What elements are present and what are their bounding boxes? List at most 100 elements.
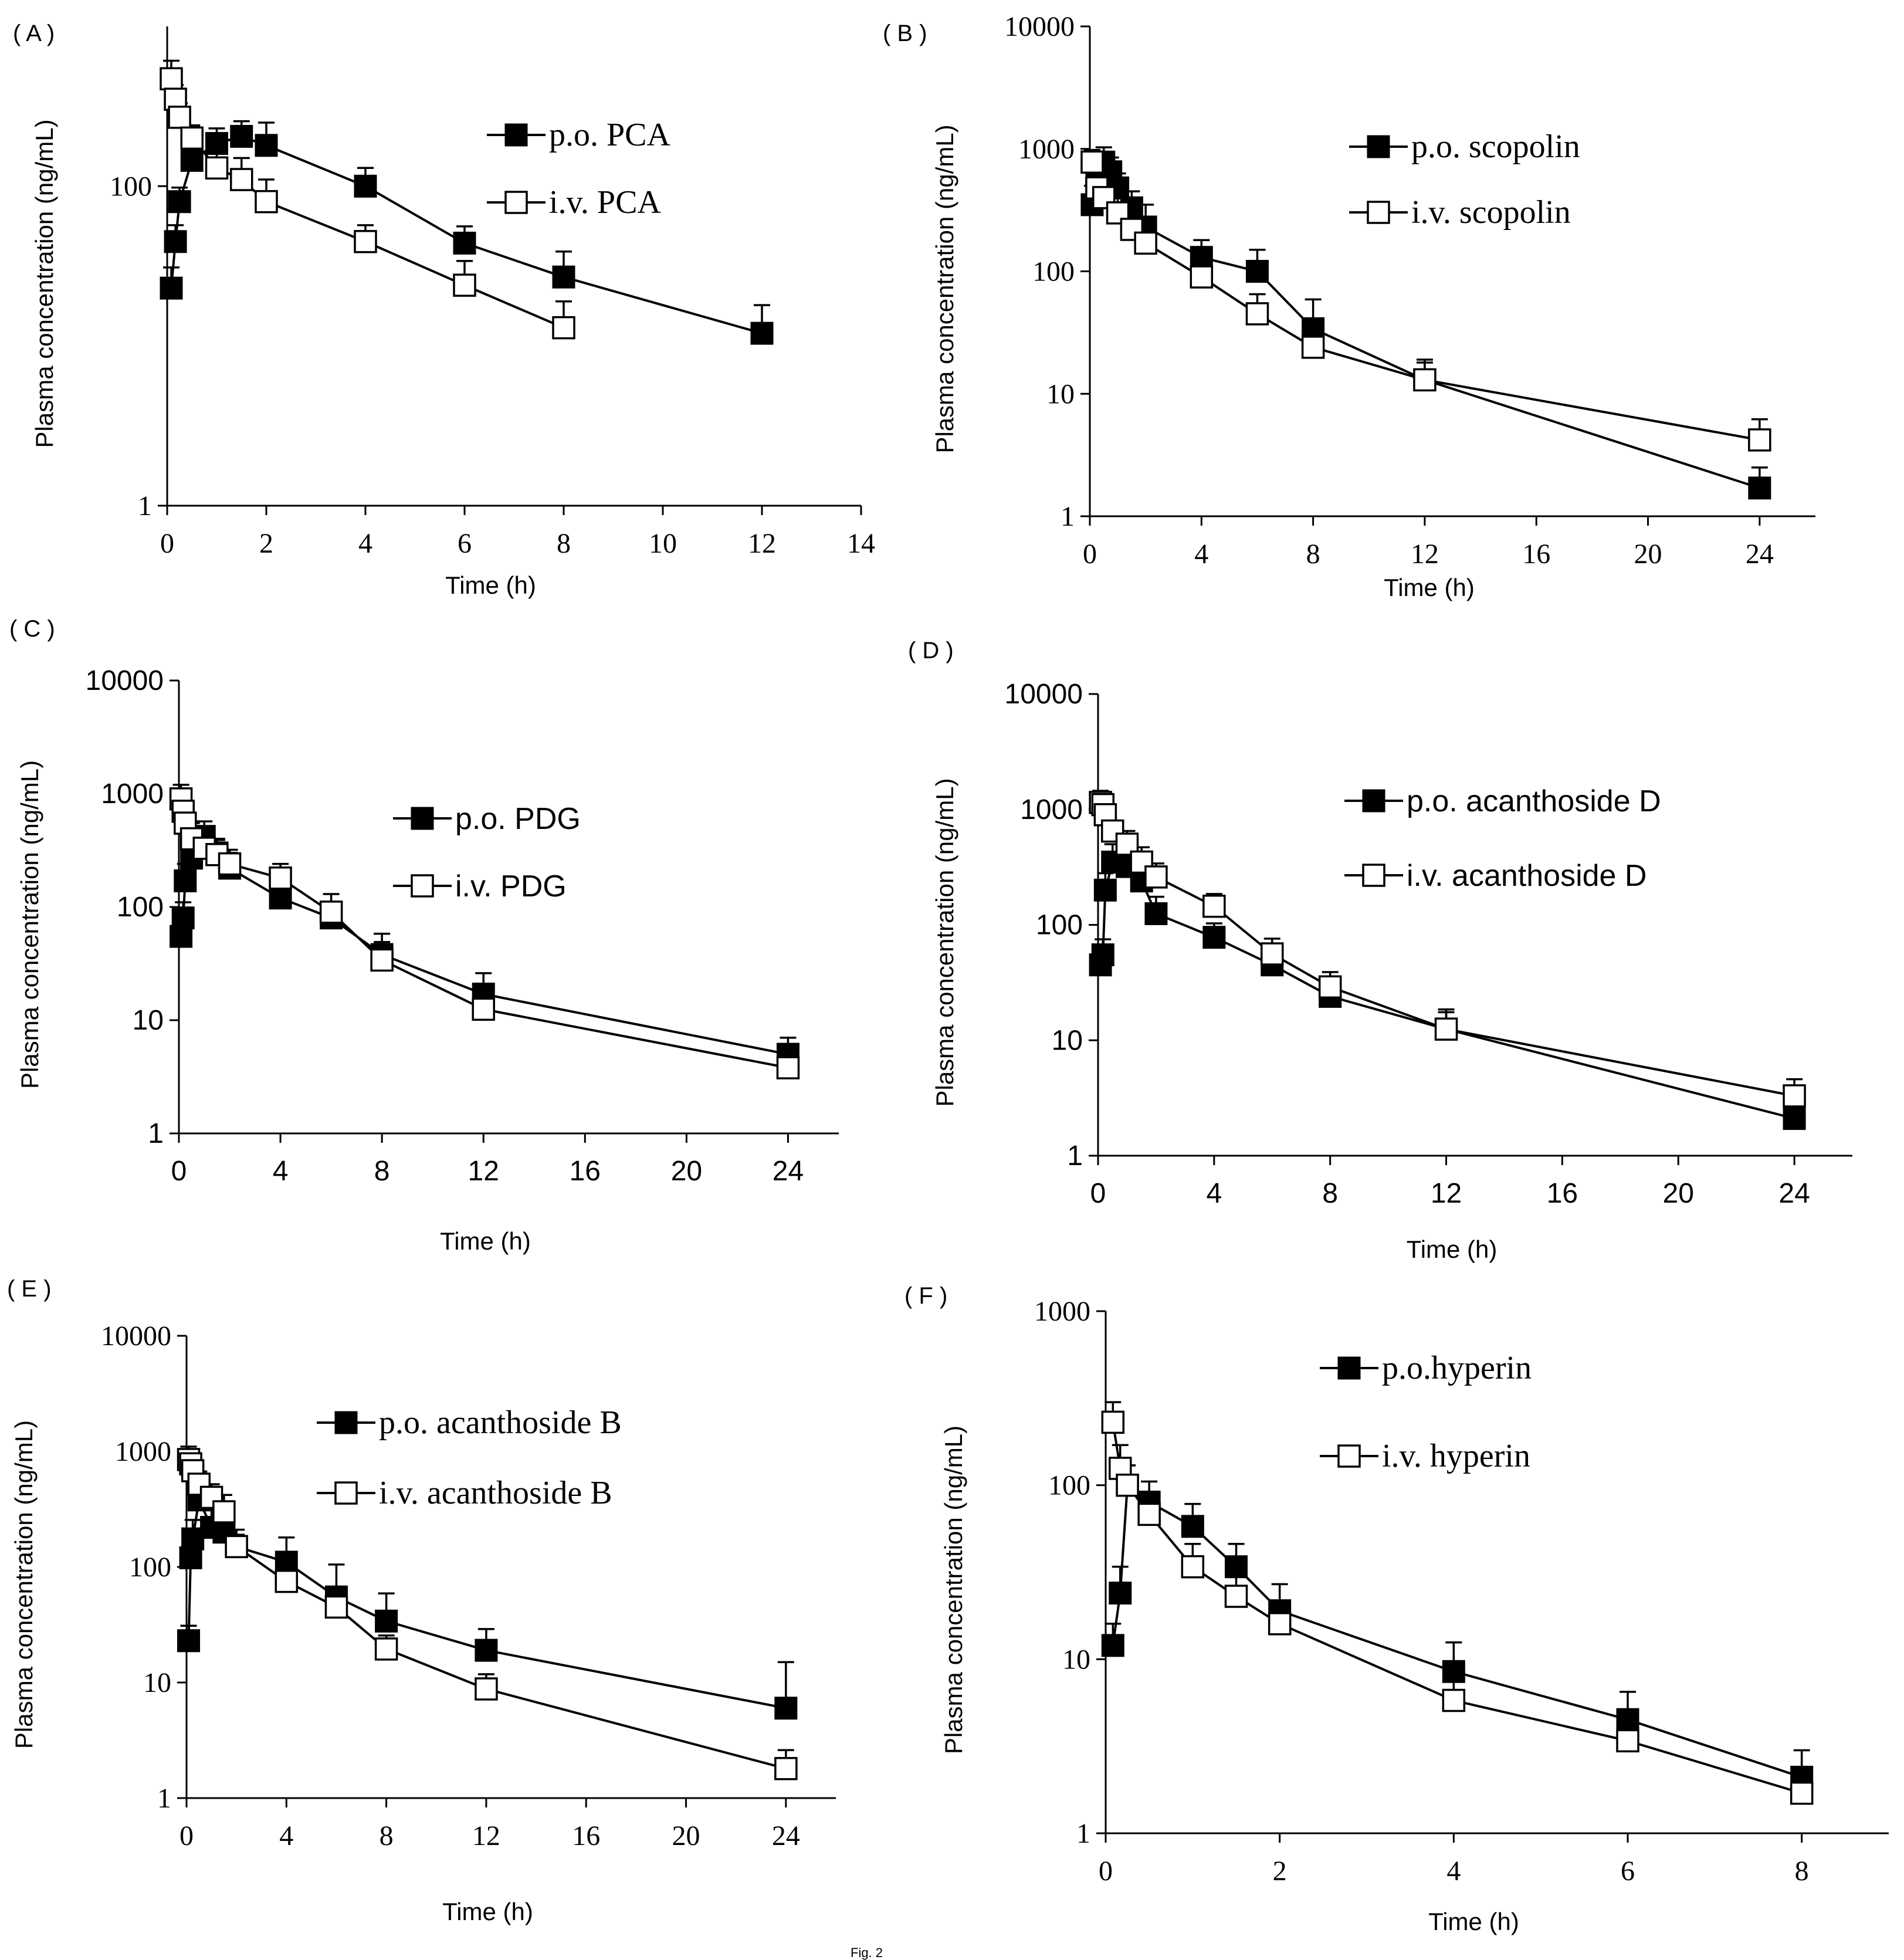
series-iv <box>1101 1401 1814 1805</box>
data-point <box>1101 1634 1124 1657</box>
x-tick-label: 10 <box>649 528 677 559</box>
y-tick-label: 10 <box>143 1667 171 1698</box>
data-point <box>1301 336 1325 359</box>
y-tick-label: 1000 <box>1020 794 1083 825</box>
x-tick-label: 20 <box>1663 1178 1694 1209</box>
x-tick-label: 8 <box>1322 1178 1338 1209</box>
data-point <box>1245 260 1269 283</box>
x-tick-label: 8 <box>557 528 571 559</box>
x-tick-label: 24 <box>1746 539 1774 570</box>
data-point <box>1616 1729 1639 1753</box>
y-tick-label: 100 <box>1048 1470 1090 1501</box>
x-tick-label: 4 <box>273 1156 289 1187</box>
legend-label: p.o. acanthoside D <box>1407 784 1661 818</box>
y-tick-label: 1 <box>138 490 152 522</box>
data-point <box>375 1609 398 1633</box>
legend-entry: p.o. PDG <box>393 802 581 836</box>
y-tick-label: 100 <box>117 892 164 923</box>
legend-entry: p.o. scopolin <box>1349 128 1580 165</box>
x-tick-label: 24 <box>773 1156 804 1187</box>
x-tick-label: 0 <box>171 1156 187 1187</box>
y-axis-title: Plasma concentration (ng/mL) <box>16 760 43 1089</box>
legend-marker <box>504 123 528 147</box>
x-axis-title: Time (h) <box>1407 1235 1498 1263</box>
x-tick-label: 0 <box>1099 1856 1113 1887</box>
data-point <box>774 1756 798 1780</box>
y-tick-label: 1 <box>148 1118 164 1149</box>
x-tick-label: 8 <box>380 1820 394 1851</box>
legend-marker <box>1337 1356 1361 1380</box>
data-point <box>472 997 495 1021</box>
data-point <box>1190 265 1214 289</box>
legend-label: p.o. scopolin <box>1411 128 1580 165</box>
series-po <box>160 120 774 345</box>
data-point <box>180 126 204 150</box>
legend-label: i.v. acanthoside D <box>1407 859 1646 893</box>
y-tick-label: 10 <box>1062 1644 1090 1675</box>
data-point <box>255 189 278 214</box>
series-iv <box>1080 148 1771 452</box>
y-tick-label: 1000 <box>101 778 164 810</box>
x-tick-label: 0 <box>1090 1178 1106 1209</box>
panel-e: ( E ) 1 10 100 1000 10000 0 4 8 12 16 20 24 Time (h) P… <box>7 1276 836 1925</box>
x-tick-label: 0 <box>179 1820 194 1851</box>
data-point <box>1181 1515 1204 1538</box>
x-tick-label: 2 <box>259 528 273 559</box>
data-point <box>218 852 242 876</box>
data-point <box>164 230 187 253</box>
x-tick-label: 12 <box>748 528 776 559</box>
data-point <box>1261 942 1284 966</box>
data-point <box>1783 1107 1806 1130</box>
y-axis-title: Plasma concentration (ng/mL) <box>10 1420 38 1749</box>
legend-label: i.v. PCA <box>549 184 661 221</box>
x-tick-label: 14 <box>847 528 875 559</box>
data-point <box>1268 1612 1292 1636</box>
series-iv <box>160 59 575 340</box>
legend-entry: i.v. hyperin <box>1320 1438 1530 1474</box>
data-point <box>354 230 377 253</box>
data-point <box>230 168 253 191</box>
x-tick-label: 16 <box>572 1820 600 1851</box>
x-tick-label: 12 <box>1431 1178 1462 1209</box>
data-point <box>1413 368 1437 392</box>
series-line <box>1099 801 1795 1097</box>
data-point <box>1202 926 1226 949</box>
figure-caption: Fig. 2 <box>851 1945 883 1960</box>
panel-c: ( C ) 1 10 100 1000 10000 0 4 8 12 16 20 24 Time (h) P… <box>9 616 839 1255</box>
legend-marker <box>1362 864 1385 887</box>
data-point <box>1190 246 1213 269</box>
y-tick-label: 100 <box>129 1552 171 1583</box>
data-point <box>354 174 377 198</box>
data-point <box>1116 1473 1139 1497</box>
legend-label: i.v. scopolin <box>1411 194 1571 231</box>
data-point <box>269 866 292 890</box>
series-po <box>170 820 799 1066</box>
panel-label: ( B ) <box>883 21 927 46</box>
x-axis-title: Time (h) <box>442 1898 533 1925</box>
y-tick-label: 10000 <box>1005 679 1083 710</box>
series-line <box>187 1495 787 1710</box>
y-tick-label: 10 <box>133 1005 164 1036</box>
legend-label: p.o. acanthoside B <box>379 1404 622 1441</box>
legend-marker <box>1362 789 1385 813</box>
panel-d: ( D ) 1 10 100 1000 10000 0 4 8 12 16 20 24 Time (h) P… <box>908 638 1852 1263</box>
data-point <box>1120 218 1144 241</box>
y-tick-label: 10000 <box>86 665 164 696</box>
y-axis-title: Plasma concentration (ng/mL) <box>31 119 58 448</box>
legend-marker <box>1367 201 1390 224</box>
y-axis-title: Plasma concentration (ng/mL) <box>931 124 958 453</box>
x-tick-label: 24 <box>1778 1178 1810 1209</box>
x-axis-title: Time (h) <box>440 1227 531 1255</box>
legend-label: p.o. PDG <box>455 802 581 836</box>
data-point <box>212 1500 236 1524</box>
x-tick-label: 12 <box>472 1820 500 1851</box>
data-point <box>1144 902 1168 925</box>
x-tick-label: 16 <box>1522 539 1550 570</box>
data-point <box>1080 150 1104 174</box>
x-tick-label: 20 <box>672 1820 700 1851</box>
y-tick-label: 100 <box>1032 256 1075 287</box>
x-tick-label: 6 <box>458 528 472 559</box>
legend-entry: i.v. acanthoside D <box>1344 859 1646 893</box>
data-point <box>774 1697 798 1720</box>
